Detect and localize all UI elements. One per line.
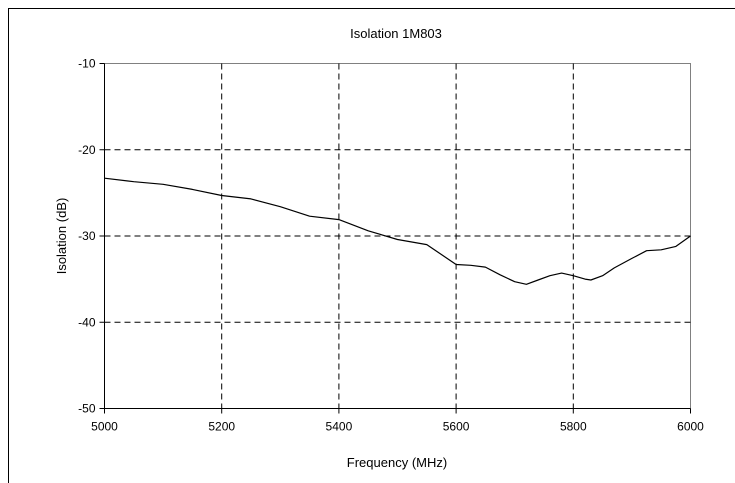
x-tick-label: 5000 <box>91 420 118 434</box>
y-tick-label: -30 <box>78 229 96 243</box>
y-tick-label: -10 <box>78 57 96 71</box>
gridlines <box>104 63 691 409</box>
x-axis-label: Frequency (MHz) <box>347 455 447 470</box>
x-tick-label: 5600 <box>443 420 470 434</box>
x-tick-label: 6000 <box>677 420 704 434</box>
y-tick-label: -20 <box>78 143 96 157</box>
x-tick-label: 5200 <box>208 420 235 434</box>
series-line <box>104 177 691 285</box>
y-axis-label: Isolation (dB) <box>54 198 69 275</box>
x-tick-label: 5800 <box>560 420 587 434</box>
y-tick-label: -50 <box>78 402 96 416</box>
chart-title: Isolation 1M803 <box>350 26 442 41</box>
plot-series <box>104 177 691 285</box>
axis-ticks: 5000 5200 5400 5600 5800 6000 -10 -20 -30 -40 -50 <box>78 57 704 434</box>
x-tick-label: 5400 <box>326 420 353 434</box>
y-tick-label: -40 <box>78 315 96 329</box>
